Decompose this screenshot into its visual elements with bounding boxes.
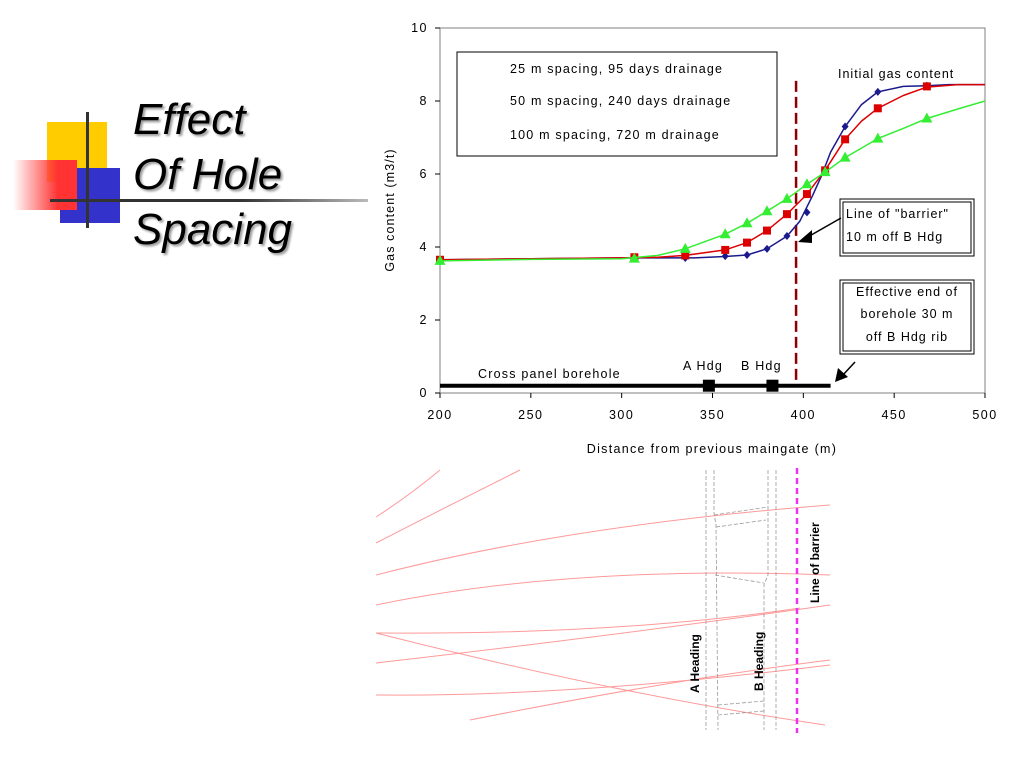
heading-a-outline <box>705 470 719 731</box>
series-point <box>743 251 751 260</box>
legend-label-green: 100 m spacing, 720 m drainage <box>510 128 720 142</box>
borehole-trace <box>375 664 831 696</box>
x-tick-label: 500 <box>972 408 997 422</box>
series-line-2 <box>439 83 985 261</box>
end-annotation-line-1: Effective end of <box>856 285 958 299</box>
heading-a-label: A Hdg <box>683 359 723 373</box>
barrier-annotation-box-inner <box>842 201 972 254</box>
x-tick-label: 400 <box>791 408 816 422</box>
end-annotation-line-3: off B Hdg rib <box>866 330 948 344</box>
initial-gas-label: Initial gas content <box>838 67 954 81</box>
borehole-trace <box>375 572 831 606</box>
borehole-trace <box>375 632 826 726</box>
series-point <box>801 178 813 189</box>
barrier-drawing-label: Line of barrier <box>808 522 822 603</box>
deco-horizontal-line <box>50 199 368 202</box>
series-point <box>921 112 933 123</box>
x-tick-label: 250 <box>518 408 543 422</box>
barrier-annotation-box-outer <box>839 198 975 257</box>
series-point <box>802 190 811 199</box>
slide-decoration <box>0 100 370 240</box>
series-point <box>681 251 690 260</box>
borehole-trace <box>469 659 831 721</box>
borehole-trace <box>375 604 831 664</box>
series-point <box>721 252 729 261</box>
borehole-trace <box>375 504 831 576</box>
end-annotation-box-inner <box>842 282 972 352</box>
series-point <box>719 228 731 239</box>
plan-view-drawing: A Heading B Heading Line of barrier <box>375 468 831 733</box>
y-tick-label: 0 <box>420 386 428 400</box>
borehole-traces <box>375 469 831 726</box>
borehole-trace <box>375 607 801 634</box>
legend-label-red: 50 m spacing, 240 days drainage <box>510 94 731 108</box>
series-point <box>743 238 752 247</box>
barrier-annotation-line-2: 10 m off B Hdg <box>846 230 943 244</box>
title-line-2: Of Hole <box>133 150 283 199</box>
series-point <box>763 226 771 235</box>
series-point <box>781 192 793 203</box>
heading-marker <box>702 379 715 392</box>
series-point <box>783 232 791 241</box>
series-point <box>763 244 771 253</box>
borehole-trace <box>375 469 521 544</box>
barrier-annotation-line-1: Line of "barrier" <box>846 207 949 221</box>
heading-marker <box>766 379 779 392</box>
slide-title: Effect Of Hole Spacing <box>133 92 292 257</box>
series-point <box>782 210 791 219</box>
crosscut-outline <box>717 700 765 716</box>
y-tick-label: 2 <box>420 313 428 327</box>
series-point <box>873 104 882 113</box>
series-point <box>628 252 640 263</box>
series-point <box>874 87 882 96</box>
x-tick-label: 200 <box>427 408 452 422</box>
series-line-1 <box>439 83 985 261</box>
series-point <box>803 208 811 217</box>
borehole-trace <box>375 469 441 518</box>
x-tick-label: 450 <box>881 408 906 422</box>
series-point <box>839 151 851 162</box>
y-tick-label: 6 <box>420 167 428 181</box>
end-annotation-box-outer <box>839 279 975 355</box>
x-tick-label: 350 <box>700 408 725 422</box>
series-point <box>679 242 691 253</box>
title-line-3: Spacing <box>133 205 293 254</box>
heading-b-outline <box>763 470 777 730</box>
crosscut-outline <box>713 506 769 584</box>
end-annotation-line-2: borehole 30 m <box>861 307 954 321</box>
series-point <box>819 166 831 177</box>
series-point <box>841 122 849 131</box>
series-point <box>721 245 730 254</box>
y-tick-label: 10 <box>411 21 428 35</box>
series-point <box>761 205 773 216</box>
x-axis-title: Distance from previous maingate (m) <box>587 442 837 456</box>
series-point <box>872 132 884 143</box>
heading-outlines <box>705 470 777 731</box>
end-arrowhead <box>835 368 848 382</box>
y-tick-label: 8 <box>420 94 428 108</box>
y-axis-title: Gas content (m3/t) <box>383 148 397 271</box>
borehole-label: Cross panel borehole <box>478 367 621 381</box>
heading-a-drawing-label: A Heading <box>688 634 702 693</box>
deco-vertical-line <box>86 112 89 228</box>
y-tick-label: 4 <box>420 240 428 254</box>
legend-label-blue: 25 m spacing, 95 days drainage <box>510 62 723 76</box>
x-tick-label: 300 <box>609 408 634 422</box>
series-point <box>922 82 931 91</box>
chart-legend <box>456 51 778 157</box>
heading-b-label: B Hdg <box>741 359 782 373</box>
gas-content-chart: 200 250 300 350 400 450 500 0 2 4 6 8 10 25 m spacin… <box>383 21 997 456</box>
series-point <box>434 254 446 265</box>
series-point <box>841 135 850 144</box>
series-point <box>741 217 753 228</box>
heading-b-drawing-label: B Heading <box>752 632 766 691</box>
title-line-1: Effect <box>133 95 246 144</box>
barrier-arrowhead <box>798 230 812 243</box>
